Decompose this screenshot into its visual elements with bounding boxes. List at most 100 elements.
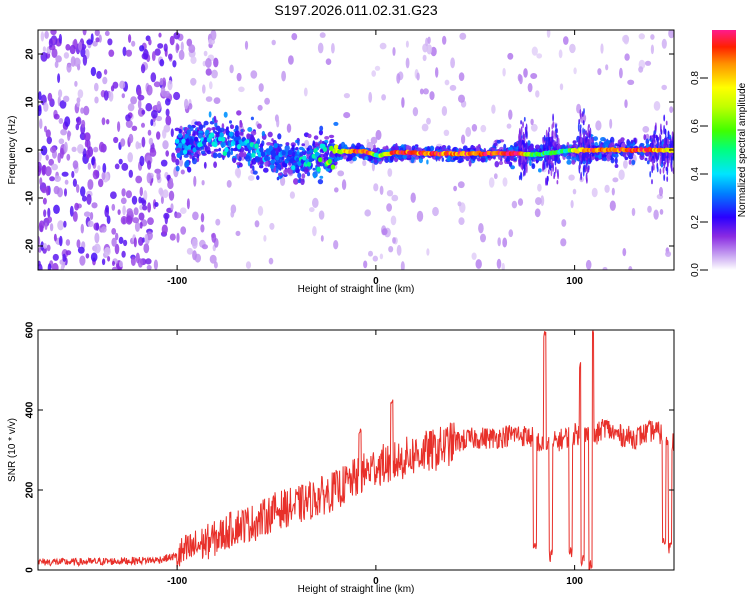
spectrogram-cell (458, 217, 465, 226)
spectrogram-cell (108, 49, 115, 57)
spectrogram-cell (614, 143, 619, 147)
spectrogram-cell (190, 56, 197, 64)
spectrogram-cell (137, 99, 142, 110)
spectrogram-cell (508, 229, 514, 238)
spectrogram-cell (94, 232, 100, 244)
spectrogram-cell (422, 54, 427, 62)
spectrogram-cell (442, 35, 447, 45)
spectrogram-cell (58, 33, 63, 44)
spectrogram-cell (186, 129, 191, 135)
spectrogram-cell (556, 180, 559, 185)
spectrogram-cell (84, 132, 91, 142)
spectrogram-cell (236, 110, 242, 116)
spectrogram-cell (257, 123, 262, 129)
spectrogram-cell (546, 175, 549, 185)
spectrogram-cell (175, 158, 180, 166)
spectrogram-cell (42, 46, 47, 53)
spectrogram-cell (151, 109, 158, 119)
spectrogram-cell (671, 137, 674, 142)
spectrogram-cell (391, 194, 399, 202)
spectrogram-cell (280, 176, 286, 187)
spectrogram-cell (663, 124, 665, 135)
spectrogram-cell (527, 82, 533, 93)
spectrogram-cell (184, 98, 189, 110)
spectrogram-cell (281, 70, 286, 82)
spectrogram-cell (432, 206, 439, 217)
spectrogram-cell (667, 130, 670, 139)
spectrogram-cell (386, 190, 394, 197)
spectrogram-cell (52, 253, 59, 261)
spectrogram-cell (219, 127, 225, 133)
spectrogram-cell (374, 65, 381, 71)
spectrogram-cell (277, 133, 282, 140)
spectrogram-cell (118, 158, 123, 165)
spectrogram-cell (45, 154, 49, 161)
spectrogram-cell (388, 246, 394, 253)
spectrogram-cell (201, 180, 205, 186)
spectrogram-x-tick-label: -100 (167, 276, 187, 287)
spectrogram-cell (212, 152, 218, 159)
spectrogram-cell (250, 130, 257, 136)
spectrogram-cell (148, 38, 152, 46)
spectrogram-ridge-cell (209, 132, 215, 138)
spectrogram-cell (619, 67, 623, 79)
spectrogram-cell (170, 128, 174, 138)
spectrogram-cell (164, 90, 170, 97)
spectrogram-cell (252, 165, 255, 172)
spectrogram-cell (65, 44, 71, 51)
spectrogram-cell (309, 149, 313, 154)
spectrogram-cell (77, 246, 85, 254)
snr-x-ticks: -100 0 100 (167, 330, 583, 587)
spectrogram-cell (193, 153, 198, 158)
spectrogram-cell (295, 167, 301, 174)
spectrogram-ridge-cell (333, 144, 339, 150)
spectrogram-cell (139, 221, 143, 229)
spectrogram-cell (80, 107, 84, 114)
spectrogram-ridge-cell (189, 138, 194, 144)
spectrogram-cell (392, 47, 396, 56)
spectrogram-cell (595, 120, 602, 131)
spectrogram-cell (523, 164, 526, 172)
spectrogram-cell (389, 155, 394, 163)
spectrogram-cell (656, 152, 658, 163)
spectrogram-cell (450, 57, 455, 69)
spectrogram-cell (670, 156, 673, 166)
spectrogram-cell (597, 68, 602, 76)
spectrogram-cell (379, 42, 387, 50)
spectrogram-cell (203, 161, 207, 169)
spectrogram-cell (347, 154, 353, 160)
spectrogram-cell (64, 188, 67, 197)
spectrogram-cell (77, 89, 84, 99)
spectrogram-cell (659, 209, 664, 215)
spectrogram-cell (665, 157, 667, 163)
spectrogram-cell (665, 120, 668, 126)
colorbar-tick-label: 0.0 (690, 263, 701, 277)
spectrogram-cell (535, 197, 542, 206)
spectrogram-cell (148, 137, 154, 146)
spectrogram-cell (59, 235, 63, 247)
spectrogram-cell (415, 156, 419, 160)
spectrogram-cell (114, 163, 120, 170)
spectrogram-cell (307, 133, 312, 139)
spectrogram-cell (534, 144, 541, 150)
spectrogram-cell (555, 123, 557, 129)
spectrogram-cell (138, 196, 142, 204)
spectrogram-cell (312, 140, 316, 147)
spectrogram-cell (230, 124, 235, 130)
spectrogram-cell (57, 220, 64, 231)
spectrogram-cell (446, 156, 451, 162)
spectrogram-ridge-cell (275, 155, 280, 161)
spectrogram-cell (659, 134, 662, 142)
spectrogram-cell (123, 239, 128, 247)
spectrogram-cell (159, 77, 164, 86)
spectrogram-cell (45, 185, 50, 196)
spectrogram-cell (659, 186, 663, 197)
spectrogram-y-axis-label: Frequency (Hz) (7, 116, 18, 185)
spectrogram-cell (624, 99, 628, 109)
snr-y-tick-label: 200 (25, 481, 36, 498)
spectrogram-cell (405, 144, 410, 152)
spectrogram-cell (331, 152, 335, 158)
spectrogram-cell (215, 218, 221, 226)
spectrogram-cell (103, 90, 109, 101)
spectrogram-cell (162, 140, 169, 150)
